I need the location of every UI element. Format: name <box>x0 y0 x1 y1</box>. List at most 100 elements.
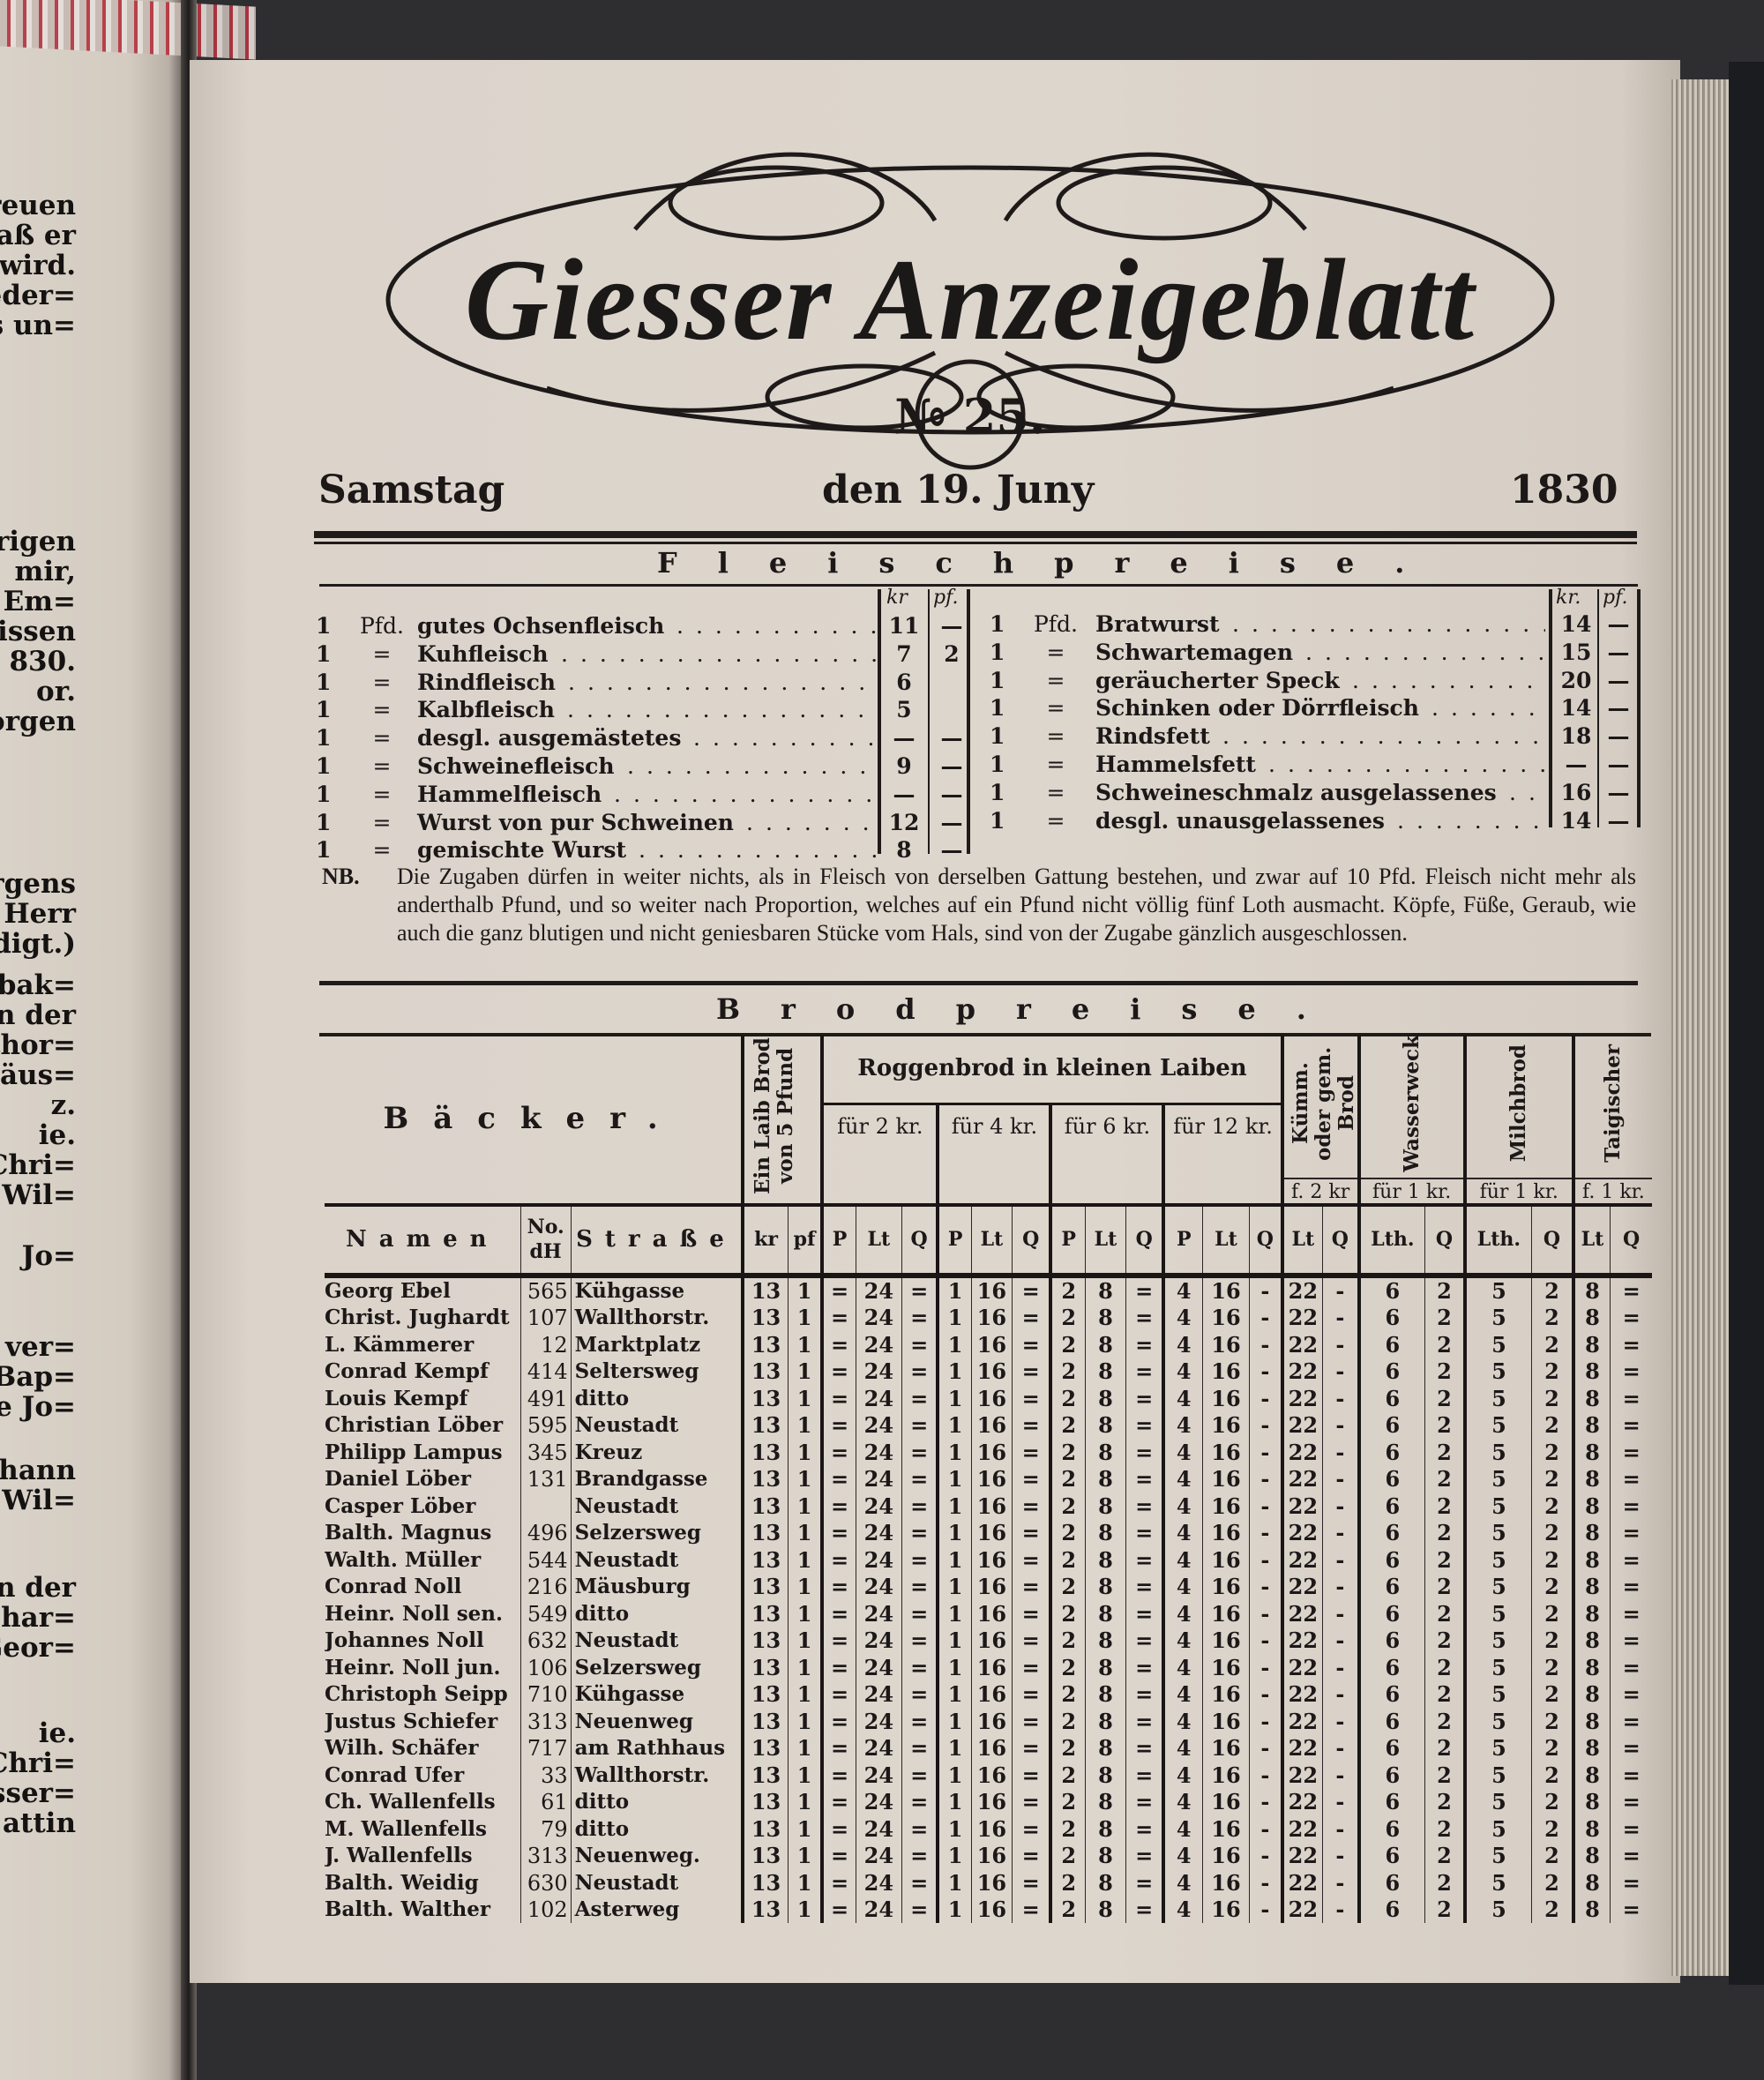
leader-dots: ........................................… <box>1268 752 1545 777</box>
price-cell: 4 <box>1162 1600 1203 1627</box>
price-cell: 22 <box>1280 1734 1323 1762</box>
price-cell: = <box>1610 1815 1652 1843</box>
price-cell: 8 <box>1084 1762 1126 1789</box>
price-cell: 6 <box>1357 1815 1425 1843</box>
price-cell: 5 <box>1462 1573 1532 1601</box>
nb-note: NB. Die Zugaben dürfen in weiter nichts,… <box>322 863 1636 947</box>
price-cell: 1 <box>936 1600 972 1627</box>
meat-price-row: 1 = desgl. unausgelassenes................… <box>990 807 1642 835</box>
price-cell: 13 <box>741 1842 789 1870</box>
meat-price-row: 1 = desgl. ausgemästetes..................… <box>316 724 973 752</box>
price-cell: = <box>901 1304 938 1332</box>
price-cell: = <box>1125 1493 1164 1520</box>
price-cell: = <box>1125 1439 1164 1466</box>
baker-row: Conrad Ufer 33 Wallthorstr. 13 1 = 24 = 1 16 = 2 8 = 4… <box>325 1762 1652 1789</box>
price-cell: 24 <box>855 1358 902 1386</box>
price-cell: = <box>820 1385 856 1412</box>
column-header: P <box>820 1202 856 1278</box>
price-cell: 4 <box>1162 1493 1203 1520</box>
house-number <box>519 1493 572 1520</box>
price-cell: 22 <box>1280 1465 1323 1493</box>
price-cell: 16 <box>970 1708 1013 1735</box>
price-cell: 2 <box>1531 1385 1573 1412</box>
price-cell: = <box>1610 1654 1652 1681</box>
price-cell: 1 <box>936 1331 972 1358</box>
price-cell: 24 <box>855 1600 902 1627</box>
price-cell: 16 <box>1201 1654 1250 1681</box>
price-cell: 16 <box>1201 1493 1250 1520</box>
price-cell: 2 <box>1049 1331 1086 1358</box>
price-cell: = <box>1011 1654 1051 1681</box>
price-cell: = <box>1011 1331 1051 1358</box>
house-number: 106 <box>519 1654 572 1681</box>
price-cell: 24 <box>855 1411 902 1440</box>
price-cell: 1 <box>936 1546 972 1574</box>
left-page-line: ohann <box>0 1455 76 1486</box>
house-number: 12 <box>519 1331 572 1358</box>
price-cell: 1 <box>787 1519 823 1547</box>
price-cell: = <box>1610 1439 1652 1466</box>
column-header: Lt <box>1084 1202 1126 1278</box>
price-cell: 2 <box>1424 1869 1465 1897</box>
left-page-line: Herr <box>4 898 76 930</box>
price-cell: 6 <box>1357 1411 1425 1440</box>
price-kreuzer: 9 <box>896 753 912 779</box>
leader-dots: ........................................… <box>567 697 876 723</box>
price-cell: 6 <box>1357 1358 1425 1386</box>
price-cell: 2 <box>1424 1600 1465 1627</box>
price-kreuzer: 6 <box>896 669 912 695</box>
price-cell: 2 <box>1049 1627 1086 1655</box>
price-cell: 4 <box>1162 1842 1203 1870</box>
price-cell: 16 <box>970 1493 1013 1520</box>
price-cell: 2 <box>1424 1385 1465 1412</box>
house-number: 131 <box>519 1465 572 1493</box>
price-cell: 6 <box>1357 1869 1425 1897</box>
price-cell: = <box>1610 1304 1652 1332</box>
price-cell: - <box>1322 1680 1359 1709</box>
price-cell: = <box>1011 1762 1051 1789</box>
price-cell: 16 <box>1201 1573 1250 1601</box>
price-cell: 2 <box>1424 1275 1465 1305</box>
price-cell: 16 <box>1201 1762 1250 1789</box>
price-cell: - <box>1249 1304 1282 1332</box>
item-name: Hammelsfett <box>1095 752 1256 777</box>
baker-name: Daniel Löber <box>325 1467 472 1492</box>
price-cell: - <box>1322 1708 1359 1735</box>
rye-size-12kr: für 12 kr. <box>1162 1104 1282 1205</box>
price-cell: = <box>901 1546 938 1574</box>
baker-row: Johannes Noll 632 Neustadt 13 1 = 24 = 1 16 = 2 8 = 4 1… <box>325 1627 1652 1655</box>
item-name: Kalbfleisch <box>417 697 555 723</box>
price-cell: - <box>1322 1439 1359 1466</box>
price-pfennig: — <box>940 781 963 807</box>
price-cell: 8 <box>1084 1734 1126 1762</box>
baker-name: Heinr. Noll sen. <box>325 1601 504 1626</box>
price-kreuzer: 14 <box>1560 807 1592 834</box>
kuemm-price: f. 2 kr <box>1280 1177 1359 1205</box>
price-cell: 22 <box>1280 1762 1323 1789</box>
price-cell: 16 <box>1201 1358 1250 1386</box>
price-cell: = <box>901 1896 938 1924</box>
price-cell: 8 <box>1571 1519 1611 1547</box>
price-cell: 6 <box>1357 1304 1425 1332</box>
price-cell: 16 <box>1201 1708 1250 1735</box>
price-cell: 5 <box>1462 1869 1532 1897</box>
price-cell: 8 <box>1084 1573 1126 1601</box>
price-cell: 16 <box>1201 1842 1250 1870</box>
price-cell: 24 <box>855 1519 902 1547</box>
house-number: 549 <box>519 1600 572 1627</box>
pfennig-header: pf. <box>933 587 959 609</box>
street: Kühgasse <box>570 1680 744 1709</box>
baker-name: Justus Schiefer <box>325 1709 498 1733</box>
price-cell: 1 <box>936 1573 972 1601</box>
price-cell: 22 <box>1280 1842 1323 1870</box>
price-cell: 8 <box>1571 1815 1611 1843</box>
price-cell: 8 <box>1571 1493 1611 1520</box>
price-cell: 2 <box>1531 1546 1573 1574</box>
price-cell: 1 <box>787 1788 823 1816</box>
street: Neustadt <box>570 1869 744 1897</box>
price-cell: 16 <box>1201 1465 1250 1493</box>
price-cell: 8 <box>1084 1411 1126 1440</box>
baker-name: L. Kämmerer <box>325 1332 475 1357</box>
price-cell: - <box>1322 1627 1359 1655</box>
newspaper-title: Giesser Anzeigeblatt <box>464 235 1476 364</box>
